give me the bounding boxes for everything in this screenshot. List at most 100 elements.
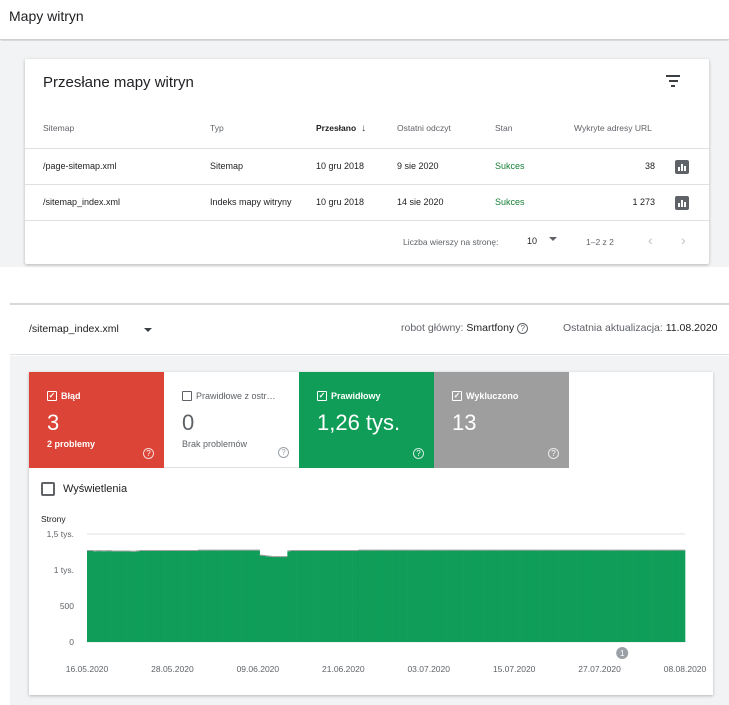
bar-valid — [268, 556, 273, 642]
bar-valid — [160, 550, 165, 642]
chevron-down-icon[interactable] — [144, 328, 152, 332]
bar-excluded — [185, 549, 190, 551]
chevron-down-icon[interactable] — [549, 237, 557, 241]
bar-valid — [666, 550, 670, 642]
bar-excluded — [336, 549, 341, 551]
bar-chart-icon[interactable] — [675, 196, 689, 210]
checkbox-checked-icon[interactable]: ✓ — [452, 391, 462, 401]
submitted-date: 10 gru 2018 — [316, 161, 365, 171]
bar-excluded — [290, 549, 294, 551]
bar-valid — [496, 550, 501, 642]
checkbox-unchecked-icon[interactable] — [41, 482, 55, 496]
bar-excluded — [130, 550, 134, 552]
bar-excluded — [228, 549, 233, 551]
prev-page-icon[interactable]: ‹ — [648, 232, 653, 248]
bar-excluded — [509, 549, 513, 551]
bar-excluded — [620, 549, 624, 551]
bar-valid — [555, 550, 559, 642]
bar-excluded — [395, 549, 399, 551]
bar-valid — [302, 550, 307, 642]
bar-excluded — [561, 549, 566, 551]
bar-excluded — [324, 549, 328, 551]
bar-valid — [450, 550, 455, 642]
bar-excluded — [432, 549, 436, 551]
bar-valid — [567, 550, 572, 642]
bar-valid — [416, 550, 421, 642]
bar-valid — [170, 550, 174, 642]
help-icon[interactable]: ? — [517, 323, 529, 334]
bar-valid — [422, 550, 427, 642]
bar-excluded — [342, 549, 347, 551]
bar-valid — [518, 550, 522, 642]
bar-valid — [250, 550, 254, 642]
help-icon[interactable]: ? — [548, 448, 559, 459]
last-update-label: Ostatnia aktualizacja: — [563, 322, 663, 334]
help-icon[interactable]: ? — [143, 448, 154, 459]
column-header-sitemap[interactable]: Sitemap — [43, 123, 75, 133]
bar-valid — [472, 550, 476, 642]
column-header-last-read[interactable]: Ostatni odczyt — [397, 123, 451, 133]
table-row[interactable]: /page-sitemap.xml Sitemap 10 gru 2018 9 … — [25, 149, 709, 185]
bar-valid — [151, 550, 156, 642]
bar-excluded — [669, 549, 673, 551]
bar-excluded — [595, 549, 599, 551]
bar-excluded — [321, 549, 325, 551]
bar-valid — [318, 550, 322, 642]
filter-icon[interactable] — [665, 75, 681, 89]
bar-valid — [543, 550, 547, 642]
column-header-submitted[interactable]: Przesłano ↓ — [316, 123, 366, 134]
bar-valid — [601, 550, 606, 642]
tile-valid[interactable]: ✓ Prawidłowy 1,26 tys. ? — [299, 372, 434, 468]
bar-excluded — [262, 555, 267, 556]
bar-excluded — [524, 549, 529, 551]
bar-valid — [145, 550, 149, 642]
bar-valid — [321, 550, 325, 642]
bar-valid — [657, 550, 661, 642]
bar-excluded — [367, 549, 371, 551]
tile-valid-with-warnings[interactable]: Prawidłowe z ostr… 0 Brak problemów ? — [164, 372, 299, 468]
bar-valid — [185, 550, 190, 642]
section-divider — [10, 303, 729, 305]
next-page-icon[interactable]: › — [681, 232, 686, 248]
bar-valid — [398, 550, 402, 642]
checkbox-checked-icon[interactable]: ✓ — [47, 391, 57, 401]
table-row[interactable]: /sitemap_index.xml Indeks mapy witryny 1… — [25, 185, 709, 221]
help-icon[interactable]: ? — [413, 448, 424, 459]
help-icon[interactable]: ? — [278, 447, 289, 458]
bar-excluded — [352, 549, 356, 551]
column-header-type[interactable]: Typ — [210, 123, 224, 133]
bar-excluded — [537, 549, 541, 551]
tile-excluded[interactable]: ✓ Wykluczono 13 ? — [434, 372, 569, 468]
bar-valid — [157, 550, 162, 642]
column-header-status[interactable]: Stan — [495, 123, 513, 133]
bar-valid — [114, 551, 119, 642]
submitted-date: 10 gru 2018 — [316, 197, 365, 207]
tile-error[interactable]: ✓ Błąd 3 2 problemy ? — [29, 372, 164, 468]
bar-valid — [401, 550, 405, 642]
bar-excluded — [204, 549, 208, 551]
checkbox-checked-icon[interactable]: ✓ — [317, 391, 327, 401]
bar-valid — [197, 550, 202, 642]
column-header-urls[interactable]: Wykryte adresy URL — [574, 123, 652, 133]
bar-excluded — [330, 549, 334, 551]
bar-excluded — [302, 549, 307, 551]
bar-excluded — [404, 549, 408, 551]
y-axis-label: Strony — [41, 514, 66, 524]
sitemap-dropdown[interactable]: /sitemap_index.xml — [29, 323, 119, 335]
bar-excluded — [191, 549, 196, 551]
y-tick-label: 500 — [60, 601, 74, 611]
bar-valid — [669, 550, 673, 642]
bar-excluded — [244, 549, 248, 551]
bar-excluded — [555, 549, 559, 551]
bar-excluded — [413, 549, 418, 551]
bar-excluded — [601, 549, 606, 551]
bar-chart-icon[interactable] — [675, 160, 689, 174]
rows-per-page-select[interactable]: 10 — [527, 236, 538, 246]
checkbox-unchecked-icon[interactable] — [182, 391, 192, 401]
bar-excluded — [123, 550, 128, 552]
bar-valid — [413, 550, 418, 642]
bar-excluded — [308, 549, 313, 551]
rows-per-page-label: Liczba wierszy na stronę: — [403, 237, 499, 247]
bar-valid — [367, 550, 371, 642]
crawler-label: robot główny: — [401, 322, 464, 334]
